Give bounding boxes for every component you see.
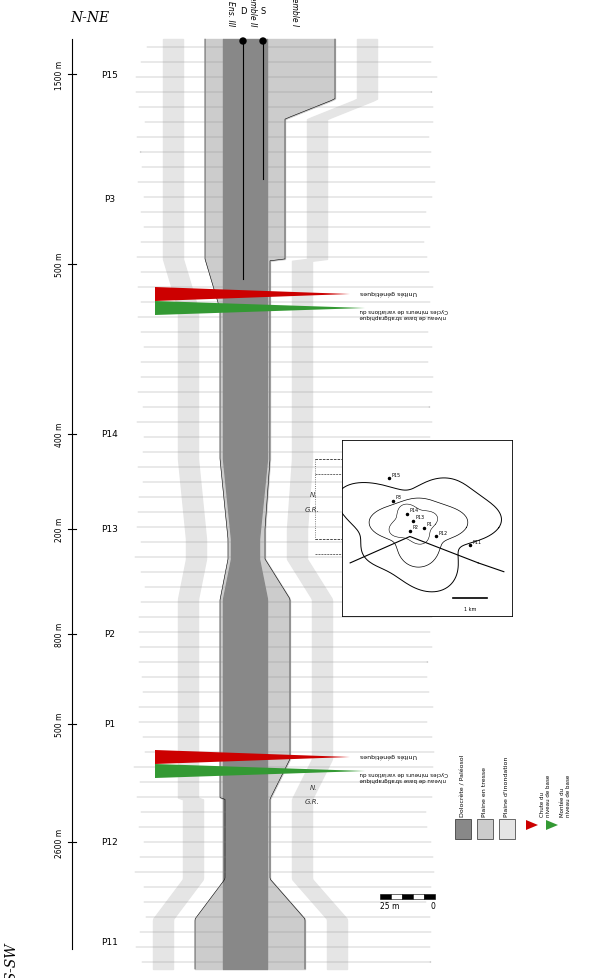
Text: N.: N. — [310, 492, 317, 498]
Text: Unités génétiques: Unités génétiques — [360, 289, 417, 295]
Text: niveau de base stratigraphique: niveau de base stratigraphique — [360, 314, 447, 319]
Text: S-SW: S-SW — [5, 942, 19, 978]
Polygon shape — [155, 764, 365, 778]
Text: P15: P15 — [392, 472, 401, 477]
Text: Montée du
niveau de base: Montée du niveau de base — [560, 774, 571, 817]
Text: 2600 m: 2600 m — [55, 827, 64, 857]
Text: P12: P12 — [102, 837, 118, 847]
Text: 500 m: 500 m — [55, 252, 64, 277]
Text: P2: P2 — [104, 630, 115, 639]
Text: P13: P13 — [416, 514, 425, 519]
Bar — [455, 820, 471, 839]
Text: Plaine d'inondation: Plaine d'inondation — [504, 756, 509, 817]
Text: 800 m: 800 m — [55, 622, 64, 646]
Text: Unités génétiques: Unités génétiques — [360, 752, 417, 758]
Text: 1 km: 1 km — [464, 607, 476, 612]
Text: P15: P15 — [101, 70, 118, 79]
Text: P12: P12 — [438, 530, 447, 535]
Text: 200 m: 200 m — [55, 517, 64, 542]
Text: Chute du
niveau de base: Chute du niveau de base — [540, 774, 551, 817]
Text: G.R.: G.R. — [305, 798, 320, 804]
Text: Ensemble II: Ensemble II — [248, 0, 257, 26]
Text: N-NE: N-NE — [70, 11, 110, 25]
Text: Cycles mineurs de variations du: Cycles mineurs de variations du — [360, 771, 448, 776]
Text: P14: P14 — [409, 508, 418, 512]
Text: P13: P13 — [101, 525, 118, 534]
Bar — [391, 894, 402, 899]
Text: Dolocrète / Paléosol: Dolocrète / Paléosol — [461, 754, 465, 817]
Text: Ens. III: Ens. III — [226, 1, 234, 26]
Bar — [413, 894, 424, 899]
Polygon shape — [155, 750, 350, 764]
Text: 0: 0 — [430, 901, 435, 911]
Text: P1: P1 — [104, 720, 115, 729]
Polygon shape — [155, 288, 350, 301]
Text: 1500 m: 1500 m — [55, 61, 64, 89]
Polygon shape — [526, 821, 538, 830]
Text: P3: P3 — [395, 495, 401, 500]
Text: 25 m: 25 m — [380, 901, 400, 911]
Polygon shape — [546, 821, 558, 830]
Text: niveau de base stratigraphique: niveau de base stratigraphique — [360, 777, 447, 781]
Bar — [402, 894, 413, 899]
Text: 400 m: 400 m — [55, 422, 64, 447]
Bar — [380, 894, 391, 899]
Text: Ensemble I: Ensemble I — [290, 0, 300, 26]
Bar — [499, 820, 515, 839]
Text: P11: P11 — [472, 539, 481, 544]
Text: Cycles mineurs de variations du: Cycles mineurs de variations du — [360, 308, 448, 313]
Text: P3: P3 — [104, 196, 115, 204]
Circle shape — [240, 39, 246, 45]
Circle shape — [260, 39, 266, 45]
Text: G.R.: G.R. — [305, 507, 320, 512]
Text: N.: N. — [310, 784, 317, 790]
Text: P2: P2 — [412, 525, 418, 530]
Text: P11: P11 — [101, 938, 118, 947]
Text: Plaine en tresse: Plaine en tresse — [483, 766, 487, 817]
Text: 500 m: 500 m — [55, 712, 64, 736]
Text: S: S — [260, 7, 265, 16]
Text: D: D — [240, 7, 246, 16]
Bar — [477, 820, 493, 839]
Polygon shape — [155, 301, 365, 316]
Text: P1: P1 — [426, 521, 432, 526]
Text: P14: P14 — [102, 430, 118, 439]
Bar — [424, 894, 435, 899]
